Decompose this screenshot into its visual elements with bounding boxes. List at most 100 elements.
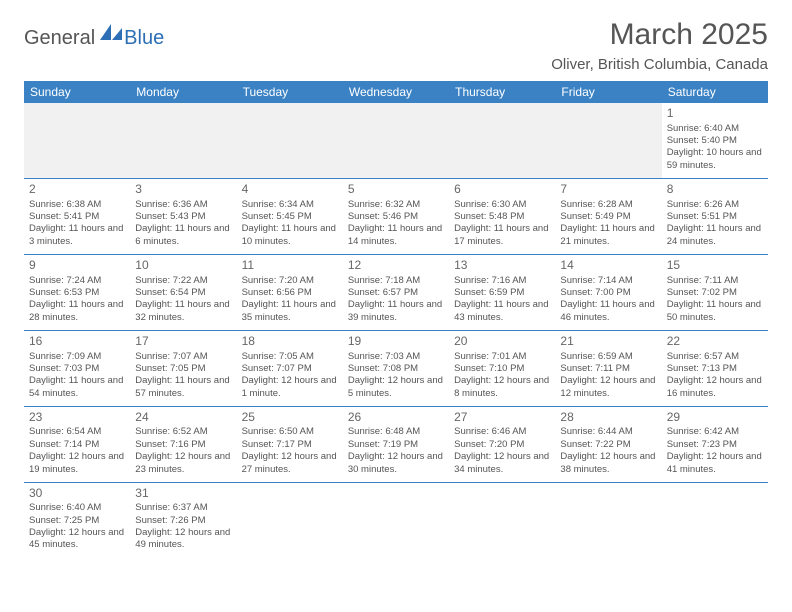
day-info: Sunrise: 7:11 AMSunset: 7:02 PMDaylight:… <box>667 275 763 324</box>
day-info: Sunrise: 6:26 AMSunset: 5:51 PMDaylight:… <box>667 199 763 248</box>
brand-sail-icon <box>100 24 122 45</box>
title-block: March 2025 Oliver, British Columbia, Can… <box>551 18 768 73</box>
calendar-row: 9Sunrise: 7:24 AMSunset: 6:53 PMDaylight… <box>24 254 768 330</box>
day-info: Sunrise: 6:46 AMSunset: 7:20 PMDaylight:… <box>454 426 550 475</box>
day-number: 21 <box>560 334 656 350</box>
calendar-cell: 17Sunrise: 7:07 AMSunset: 7:05 PMDayligh… <box>130 330 236 406</box>
calendar-cell: 21Sunrise: 6:59 AMSunset: 7:11 PMDayligh… <box>555 330 661 406</box>
day-info: Sunrise: 6:59 AMSunset: 7:11 PMDaylight:… <box>560 351 656 400</box>
day-number: 11 <box>242 258 338 274</box>
calendar-cell: 24Sunrise: 6:52 AMSunset: 7:16 PMDayligh… <box>130 406 236 482</box>
day-info: Sunrise: 6:30 AMSunset: 5:48 PMDaylight:… <box>454 199 550 248</box>
day-number: 19 <box>348 334 444 350</box>
calendar-cell: 7Sunrise: 6:28 AMSunset: 5:49 PMDaylight… <box>555 178 661 254</box>
day-number: 23 <box>29 410 125 426</box>
calendar-cell: 14Sunrise: 7:14 AMSunset: 7:00 PMDayligh… <box>555 254 661 330</box>
day-info: Sunrise: 7:09 AMSunset: 7:03 PMDaylight:… <box>29 351 125 400</box>
day-info: Sunrise: 6:40 AMSunset: 5:40 PMDaylight:… <box>667 123 763 172</box>
calendar-cell: 2Sunrise: 6:38 AMSunset: 5:41 PMDaylight… <box>24 178 130 254</box>
calendar-cell: 4Sunrise: 6:34 AMSunset: 5:45 PMDaylight… <box>237 178 343 254</box>
day-info: Sunrise: 6:28 AMSunset: 5:49 PMDaylight:… <box>560 199 656 248</box>
calendar-cell: 9Sunrise: 7:24 AMSunset: 6:53 PMDaylight… <box>24 254 130 330</box>
day-number: 2 <box>29 182 125 198</box>
weekday-header: Monday <box>130 81 236 103</box>
day-number: 5 <box>348 182 444 198</box>
day-number: 9 <box>29 258 125 274</box>
day-info: Sunrise: 7:18 AMSunset: 6:57 PMDaylight:… <box>348 275 444 324</box>
day-info: Sunrise: 7:20 AMSunset: 6:56 PMDaylight:… <box>242 275 338 324</box>
day-info: Sunrise: 6:34 AMSunset: 5:45 PMDaylight:… <box>242 199 338 248</box>
brand-part2: Blue <box>124 27 164 50</box>
day-info: Sunrise: 7:07 AMSunset: 7:05 PMDaylight:… <box>135 351 231 400</box>
day-number: 24 <box>135 410 231 426</box>
calendar-cell <box>449 103 555 178</box>
calendar-cell: 8Sunrise: 6:26 AMSunset: 5:51 PMDaylight… <box>662 178 768 254</box>
calendar-cell: 18Sunrise: 7:05 AMSunset: 7:07 PMDayligh… <box>237 330 343 406</box>
day-info: Sunrise: 6:40 AMSunset: 7:25 PMDaylight:… <box>29 502 125 551</box>
calendar-cell: 13Sunrise: 7:16 AMSunset: 6:59 PMDayligh… <box>449 254 555 330</box>
calendar-cell <box>237 482 343 557</box>
weekday-header: Saturday <box>662 81 768 103</box>
calendar-row: 30Sunrise: 6:40 AMSunset: 7:25 PMDayligh… <box>24 482 768 557</box>
day-info: Sunrise: 6:52 AMSunset: 7:16 PMDaylight:… <box>135 426 231 475</box>
day-number: 28 <box>560 410 656 426</box>
calendar-cell: 27Sunrise: 6:46 AMSunset: 7:20 PMDayligh… <box>449 406 555 482</box>
calendar-cell: 6Sunrise: 6:30 AMSunset: 5:48 PMDaylight… <box>449 178 555 254</box>
calendar-cell <box>343 103 449 178</box>
day-info: Sunrise: 6:32 AMSunset: 5:46 PMDaylight:… <box>348 199 444 248</box>
calendar-cell: 28Sunrise: 6:44 AMSunset: 7:22 PMDayligh… <box>555 406 661 482</box>
day-number: 20 <box>454 334 550 350</box>
day-number: 6 <box>454 182 550 198</box>
day-number: 1 <box>667 106 763 122</box>
day-number: 15 <box>667 258 763 274</box>
day-info: Sunrise: 6:44 AMSunset: 7:22 PMDaylight:… <box>560 426 656 475</box>
calendar-cell: 15Sunrise: 7:11 AMSunset: 7:02 PMDayligh… <box>662 254 768 330</box>
weekday-header: Wednesday <box>343 81 449 103</box>
calendar-cell: 31Sunrise: 6:37 AMSunset: 7:26 PMDayligh… <box>130 482 236 557</box>
day-info: Sunrise: 6:50 AMSunset: 7:17 PMDaylight:… <box>242 426 338 475</box>
day-number: 7 <box>560 182 656 198</box>
weekday-header: Thursday <box>449 81 555 103</box>
calendar-cell: 12Sunrise: 7:18 AMSunset: 6:57 PMDayligh… <box>343 254 449 330</box>
day-number: 3 <box>135 182 231 198</box>
day-number: 31 <box>135 486 231 502</box>
day-info: Sunrise: 6:36 AMSunset: 5:43 PMDaylight:… <box>135 199 231 248</box>
calendar-row: 23Sunrise: 6:54 AMSunset: 7:14 PMDayligh… <box>24 406 768 482</box>
day-info: Sunrise: 7:05 AMSunset: 7:07 PMDaylight:… <box>242 351 338 400</box>
calendar-cell: 25Sunrise: 6:50 AMSunset: 7:17 PMDayligh… <box>237 406 343 482</box>
brand-logo: General Blue <box>24 24 164 53</box>
day-info: Sunrise: 7:16 AMSunset: 6:59 PMDaylight:… <box>454 275 550 324</box>
day-info: Sunrise: 6:57 AMSunset: 7:13 PMDaylight:… <box>667 351 763 400</box>
day-number: 16 <box>29 334 125 350</box>
weekday-header: Friday <box>555 81 661 103</box>
calendar-cell <box>555 482 661 557</box>
calendar-cell: 30Sunrise: 6:40 AMSunset: 7:25 PMDayligh… <box>24 482 130 557</box>
brand-part1: General <box>24 27 95 50</box>
calendar-cell <box>555 103 661 178</box>
weekday-header: Sunday <box>24 81 130 103</box>
calendar-cell <box>24 103 130 178</box>
day-number: 22 <box>667 334 763 350</box>
day-info: Sunrise: 7:22 AMSunset: 6:54 PMDaylight:… <box>135 275 231 324</box>
day-number: 26 <box>348 410 444 426</box>
calendar-cell: 1Sunrise: 6:40 AMSunset: 5:40 PMDaylight… <box>662 103 768 178</box>
calendar-cell: 5Sunrise: 6:32 AMSunset: 5:46 PMDaylight… <box>343 178 449 254</box>
calendar-cell: 22Sunrise: 6:57 AMSunset: 7:13 PMDayligh… <box>662 330 768 406</box>
calendar-row: 16Sunrise: 7:09 AMSunset: 7:03 PMDayligh… <box>24 330 768 406</box>
calendar-table: SundayMondayTuesdayWednesdayThursdayFrid… <box>24 81 768 558</box>
calendar-cell: 29Sunrise: 6:42 AMSunset: 7:23 PMDayligh… <box>662 406 768 482</box>
day-info: Sunrise: 6:37 AMSunset: 7:26 PMDaylight:… <box>135 502 231 551</box>
header: General Blue March 2025 Oliver, British … <box>24 18 768 73</box>
day-info: Sunrise: 6:54 AMSunset: 7:14 PMDaylight:… <box>29 426 125 475</box>
calendar-cell <box>662 482 768 557</box>
calendar-cell: 11Sunrise: 7:20 AMSunset: 6:56 PMDayligh… <box>237 254 343 330</box>
day-number: 25 <box>242 410 338 426</box>
calendar-cell: 19Sunrise: 7:03 AMSunset: 7:08 PMDayligh… <box>343 330 449 406</box>
day-info: Sunrise: 6:38 AMSunset: 5:41 PMDaylight:… <box>29 199 125 248</box>
calendar-row: 2Sunrise: 6:38 AMSunset: 5:41 PMDaylight… <box>24 178 768 254</box>
day-number: 12 <box>348 258 444 274</box>
day-number: 17 <box>135 334 231 350</box>
calendar-cell <box>449 482 555 557</box>
weekday-header: Tuesday <box>237 81 343 103</box>
day-number: 4 <box>242 182 338 198</box>
